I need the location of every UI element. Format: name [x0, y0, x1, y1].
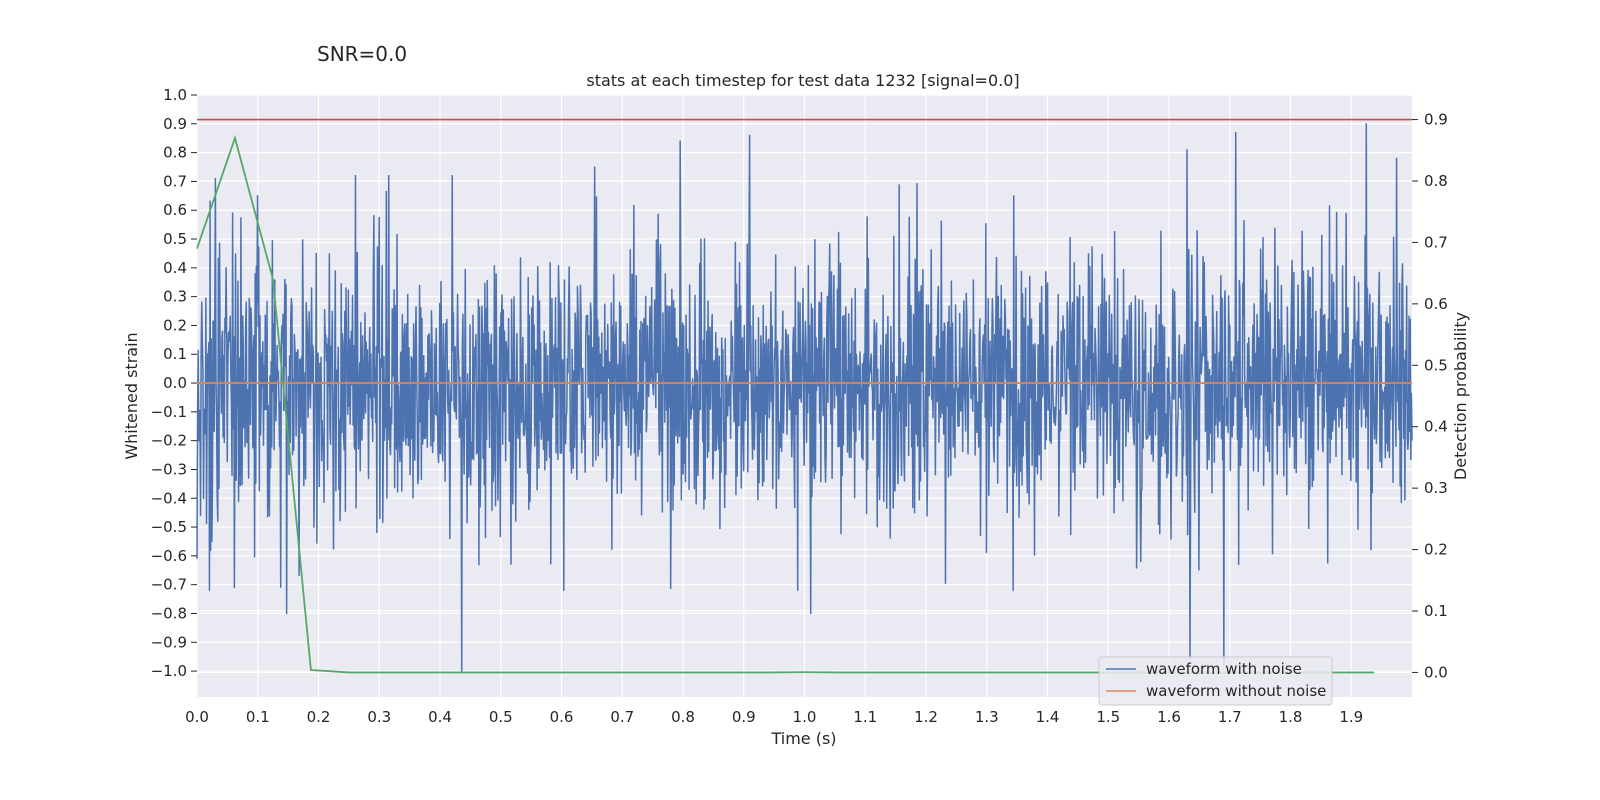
y-tick-label: 0.3 [163, 288, 187, 306]
y-axis-label: Whitened strain [122, 332, 141, 459]
y-tick-label: 0.0 [163, 374, 187, 392]
legend-label-noise: waveform with noise [1146, 660, 1302, 678]
x-tick-label: 1.8 [1279, 708, 1303, 726]
legend: waveform with noise waveform without noi… [1098, 656, 1333, 706]
x-tick-label: 1.6 [1157, 708, 1181, 726]
legend-box [1098, 656, 1333, 706]
y2-tick-label: 0.4 [1424, 418, 1448, 436]
y2-axis-ticks: 0.9 0.8 0.7 0.6 0.5 0.4 0.3 0.2 0.1 0.0 [1412, 111, 1448, 681]
y2-tick-label: 0.9 [1424, 111, 1448, 129]
y-tick-label: −0.8 [151, 604, 187, 622]
x-tick-label: 1.1 [853, 708, 877, 726]
y2-tick-label: 0.1 [1424, 602, 1448, 620]
legend-label-clean: waveform without noise [1146, 682, 1326, 700]
y2-tick-label: 0.3 [1424, 479, 1448, 497]
x-axis-label: Time (s) [770, 729, 836, 748]
x-tick-label: 0.8 [671, 708, 695, 726]
y-tick-label: −0.5 [151, 518, 187, 536]
y-tick-label: 0.4 [163, 259, 187, 277]
y2-tick-label: 0.5 [1424, 356, 1448, 374]
y-tick-label: −1.0 [151, 662, 187, 680]
x-tick-label: 0.0 [185, 708, 209, 726]
y2-tick-label: 0.7 [1424, 233, 1448, 251]
x-tick-label: 0.9 [732, 708, 756, 726]
y-tick-label: −0.2 [151, 432, 187, 450]
x-tick-label: 1.7 [1218, 708, 1242, 726]
x-tick-label: 1.2 [914, 708, 938, 726]
x-tick-label: 1.5 [1096, 708, 1120, 726]
y-tick-label: 0.8 [163, 144, 187, 162]
y-tick-label: 0.6 [163, 201, 187, 219]
x-tick-label: 1.9 [1339, 708, 1363, 726]
x-tick-label: 0.2 [307, 708, 331, 726]
x-tick-label: 0.3 [367, 708, 391, 726]
suptitle: SNR=0.0 [317, 42, 407, 66]
x-tick-label: 1.0 [793, 708, 817, 726]
y-tick-label: 0.9 [163, 115, 187, 133]
y2-tick-label: 0.6 [1424, 295, 1448, 313]
series-waveform-with-noise [196, 123, 1413, 672]
y-tick-label: −0.1 [151, 403, 187, 421]
y-tick-label: −0.6 [151, 547, 187, 565]
y-tick-label: −0.9 [151, 633, 187, 651]
y-tick-label: −0.7 [151, 576, 187, 594]
x-tick-label: 0.6 [550, 708, 574, 726]
y-tick-label: −0.3 [151, 460, 187, 478]
x-tick-label: 0.7 [610, 708, 634, 726]
x-tick-label: 1.3 [975, 708, 999, 726]
y-tick-label: 0.1 [163, 345, 187, 363]
y-tick-label: 0.7 [163, 172, 187, 190]
y2-axis-label: Detection probability [1451, 312, 1470, 480]
y2-tick-label: 0.0 [1424, 663, 1448, 681]
y-tick-label: 0.2 [163, 316, 187, 334]
y2-tick-label: 0.2 [1424, 541, 1448, 559]
y-tick-label: −0.4 [151, 489, 187, 507]
x-tick-label: 0.4 [428, 708, 452, 726]
noise-line [196, 123, 1413, 672]
y-axis-ticks: 1.0 0.9 0.8 0.7 0.6 0.5 0.4 0.3 0.2 0.1 0.0 −0.1 −0.… [151, 86, 197, 680]
chart-title: stats at each timestep for test data 123… [586, 71, 1019, 90]
x-tick-label: 0.5 [489, 708, 513, 726]
y-tick-label: 0.5 [163, 230, 187, 248]
x-axis-ticks: 0.0 0.1 0.2 0.3 0.4 0.5 0.6 0.7 0.8 0.9 1.0 1.1 1.2 1… [185, 708, 1363, 726]
y-tick-label: 1.0 [163, 86, 187, 104]
x-tick-label: 0.1 [246, 708, 270, 726]
x-tick-label: 1.4 [1036, 708, 1060, 726]
y2-tick-label: 0.8 [1424, 172, 1448, 190]
